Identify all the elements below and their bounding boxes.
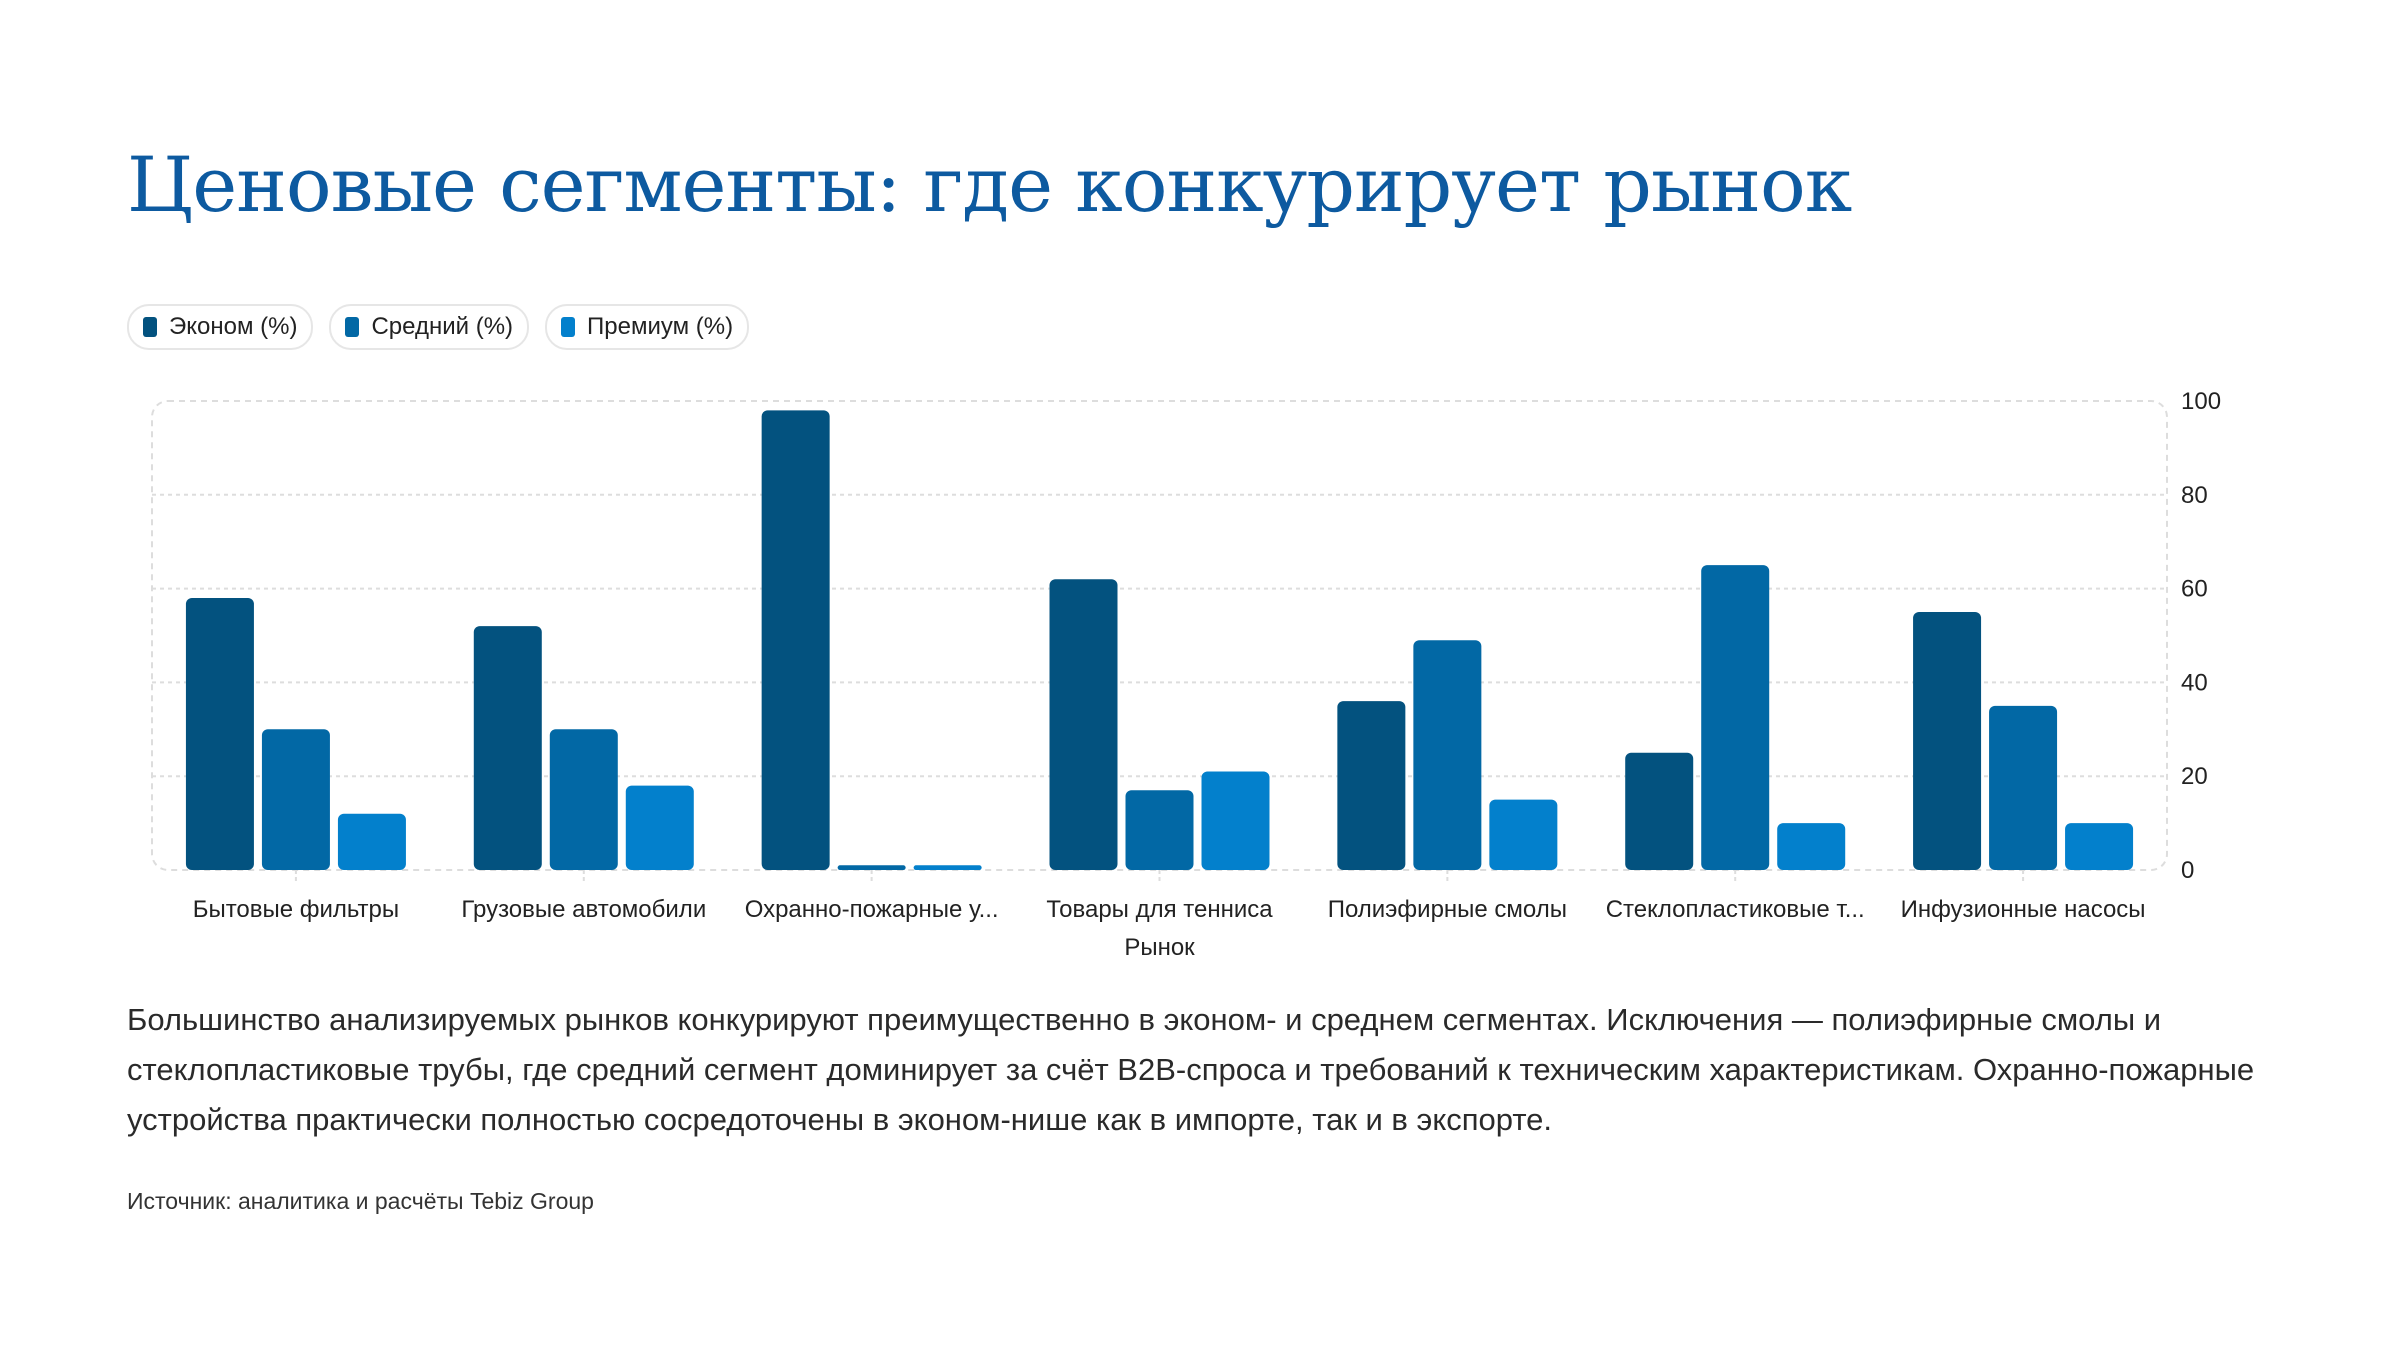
x-tick-label: Полиэфирные смолы — [1328, 896, 1567, 923]
plot-frame — [151, 400, 2168, 871]
bar-econom — [185, 597, 254, 870]
page-title: Ценовые сегменты: где конкурирует рынок — [127, 140, 1852, 229]
bar-econom — [1049, 579, 1118, 870]
chart-legend: Эконом (%) Средний (%) Премиум (%) — [127, 304, 750, 350]
bar-chart: 0 20 40 60 80 100 Бытовые фильтры Грузовые авто… — [151, 388, 2221, 961]
x-tick-label: Инфузионные насосы — [1901, 896, 2146, 923]
y-tick-label: 0 — [2181, 857, 2194, 884]
bar-medium — [549, 729, 618, 870]
legend-label: Премиум (%) — [587, 313, 734, 340]
bar-premium — [1777, 823, 1846, 870]
legend-item-medium[interactable]: Средний (%) — [329, 304, 530, 350]
bar-econom — [473, 626, 542, 870]
bar-econom — [1913, 612, 1982, 870]
bar-econom — [1625, 752, 1694, 870]
bar-econom — [1337, 701, 1406, 870]
y-tick-label: 40 — [2181, 669, 2208, 696]
x-tick-label: Товары для тенниса — [1046, 896, 1273, 923]
legend-item-econom[interactable]: Эконом (%) — [127, 304, 314, 350]
bar-medium — [837, 865, 906, 870]
y-tick-label: 60 — [2181, 576, 2208, 603]
legend-label: Средний (%) — [371, 313, 514, 340]
bar-medium — [1413, 640, 1482, 870]
x-tick-label: Стеклопластиковые т... — [1606, 896, 1865, 923]
bar-medium — [1701, 565, 1770, 870]
y-tick-label: 100 — [2181, 388, 2221, 415]
bar-premium — [1201, 771, 1270, 870]
x-tick-label: Грузовые автомобили — [461, 896, 706, 923]
legend-label: Эконом (%) — [169, 313, 298, 340]
x-tick-label: Бытовые фильтры — [193, 896, 399, 923]
bar-premium — [1489, 799, 1558, 870]
bar-medium — [1989, 705, 2058, 870]
legend-swatch-premium — [561, 317, 576, 337]
source-note: Источник: аналитика и расчёты Tebiz Grou… — [127, 1188, 594, 1214]
bar-premium — [337, 813, 406, 870]
x-axis-title: Рынок — [1124, 934, 1195, 961]
bar-premium — [2065, 823, 2134, 870]
bar-premium — [625, 785, 694, 870]
legend-swatch-econom — [143, 317, 157, 337]
y-tick-label: 20 — [2181, 763, 2208, 790]
bar-premium — [913, 865, 982, 870]
bar-medium — [261, 729, 330, 870]
x-tick-label: Охранно-пожарные у... — [745, 896, 999, 923]
legend-swatch-medium — [345, 317, 360, 337]
bar-medium — [1125, 790, 1194, 870]
bar-econom — [761, 410, 830, 870]
legend-item-premium[interactable]: Премиум (%) — [545, 304, 750, 350]
y-tick-label: 80 — [2181, 482, 2208, 509]
chart-description: Большинство анализируемых рынков конкури… — [127, 1002, 2255, 1137]
